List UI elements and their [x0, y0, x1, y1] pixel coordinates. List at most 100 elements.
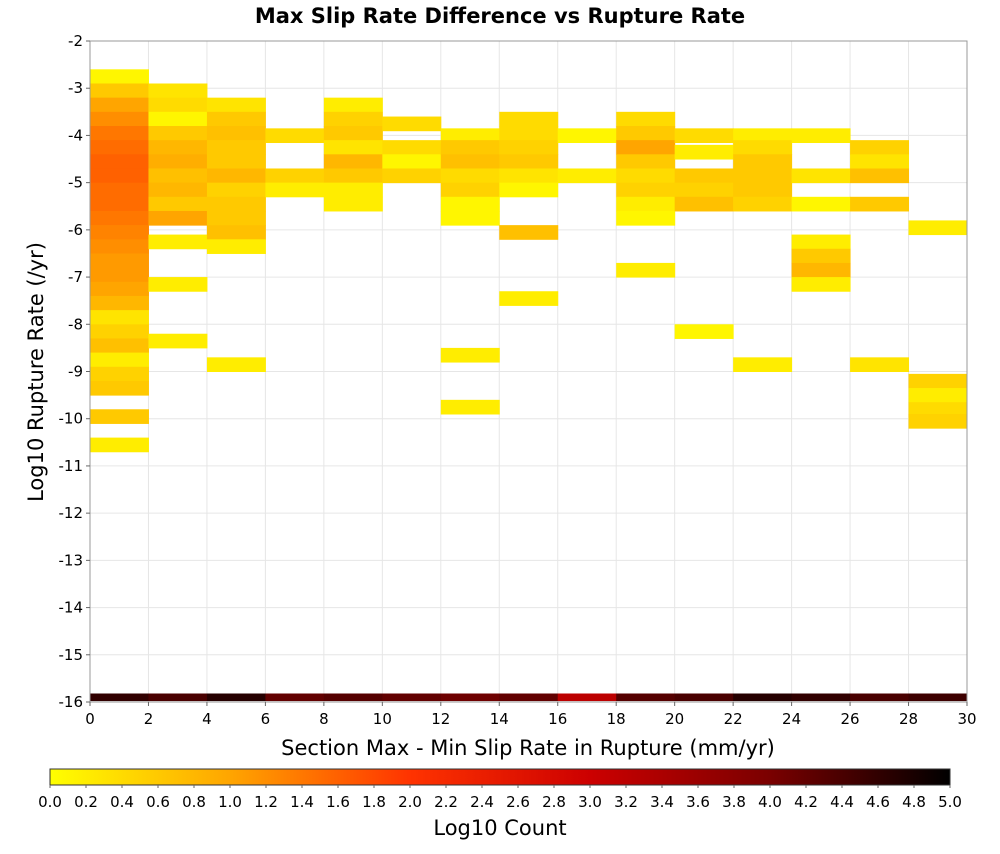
y-axis-label: Log10 Rupture Rate (/yr)	[24, 242, 48, 502]
heatmap-cell	[148, 140, 208, 155]
x-tick-label: 22	[724, 710, 743, 728]
heatmap-cell	[382, 140, 442, 155]
colorbar-tick-label: 4.4	[830, 793, 854, 811]
heatmap-cell	[440, 399, 500, 415]
heatmap-cell	[440, 182, 500, 198]
x-tick-label: 2	[144, 710, 154, 728]
heatmap-cell	[148, 97, 208, 113]
y-tick-label: -4	[68, 126, 83, 144]
heatmap-cell	[90, 154, 149, 169]
colorbar-label: Log10 Count	[433, 816, 566, 840]
heatmap-cell	[206, 693, 266, 702]
heatmap-cell	[148, 333, 208, 349]
heatmap-cell	[148, 234, 208, 250]
heatmap-cell	[206, 97, 266, 113]
heatmap-cell	[499, 140, 559, 155]
heatmap-cell	[850, 693, 910, 702]
heatmap-cell	[90, 239, 149, 254]
x-axis-label: Section Max - Min Slip Rate in Rupture (…	[281, 736, 775, 760]
heatmap-cell	[440, 140, 500, 155]
heatmap-cell	[908, 413, 968, 429]
heatmap-cell	[90, 69, 149, 84]
heatmap-cell	[90, 196, 149, 212]
heatmap-cell	[323, 168, 383, 184]
heatmap-cell	[90, 380, 149, 396]
x-tick-label: 8	[319, 710, 329, 728]
heatmap-cell	[908, 402, 968, 417]
heatmap-cell	[90, 281, 149, 297]
colorbar-tick-label: 0.0	[38, 793, 62, 811]
x-tick-label: 20	[665, 710, 684, 728]
heatmap-cell	[323, 182, 383, 198]
heatmap-cell	[440, 210, 500, 226]
heatmap-cell	[148, 111, 208, 127]
y-tick-label: -10	[59, 410, 84, 428]
y-tick-label: -15	[59, 646, 84, 664]
heatmap-cell	[791, 168, 851, 184]
heatmap-cell	[265, 168, 325, 184]
heatmap-cell	[733, 182, 793, 198]
heatmap-cell	[90, 140, 149, 155]
colorbar-tick-label: 4.2	[794, 793, 818, 811]
heatmap-cell	[850, 357, 910, 372]
heatmap-cell	[733, 168, 793, 184]
heatmap-cell	[616, 111, 676, 127]
heatmap-cell	[616, 210, 676, 226]
colorbar-tick-label: 3.8	[722, 793, 746, 811]
heatmap-cell	[791, 196, 851, 212]
y-tick-label: -11	[59, 457, 84, 475]
y-tick-label: -9	[68, 363, 83, 381]
colorbar-tick-label: 1.4	[290, 793, 314, 811]
y-axis-ticks: -2 -3 -4 -5 -6 -7 -8 -9 -10 -11 -12 -13 -14 -15 -16	[59, 32, 90, 711]
heatmap-cell	[616, 182, 676, 198]
x-tick-label: 6	[261, 710, 271, 728]
heatmap-cell	[674, 324, 734, 339]
y-tick-label: -13	[59, 551, 84, 569]
heatmap-cell	[206, 125, 266, 141]
heatmap-cell	[440, 154, 500, 169]
colorbar-tick-label: 4.8	[902, 793, 926, 811]
heatmap-cell	[499, 693, 559, 702]
heatmap-cell	[382, 168, 442, 184]
heatmap-cell	[908, 220, 968, 236]
heatmap-cell	[616, 262, 676, 278]
heatmap-cell	[733, 693, 793, 702]
x-tick-label: 12	[431, 710, 450, 728]
colorbar-tick-label: 4.6	[866, 793, 890, 811]
heatmap-cell	[616, 693, 676, 702]
heatmap-cell	[791, 128, 851, 144]
heatmap-cell	[148, 83, 208, 99]
heatmap-cell	[440, 693, 500, 702]
heatmap-cell	[499, 291, 559, 306]
y-tick-label: -16	[59, 693, 84, 711]
heatmap-cell	[499, 225, 559, 240]
heatmap-cell	[674, 168, 734, 184]
colorbar-tick-label: 1.2	[254, 793, 278, 811]
heatmap-cell	[90, 338, 149, 354]
heatmap-cell	[90, 267, 149, 283]
heatmap-cell	[733, 357, 793, 372]
heatmap-cell	[90, 352, 149, 368]
y-tick-label: -12	[59, 504, 84, 522]
heatmap-cell	[90, 409, 149, 424]
x-tick-label: 18	[607, 710, 626, 728]
colorbar-tick-label: 2.4	[470, 793, 494, 811]
heatmap-cell	[908, 373, 968, 389]
heatmap-cell	[382, 116, 442, 132]
heatmap-cell	[616, 196, 676, 212]
heatmap-cell	[90, 182, 149, 198]
y-tick-label: -7	[68, 268, 83, 286]
x-axis-ticks: 0 2 4 6 8 10 12 14 16 18 20 22 24 26 28 30	[85, 702, 977, 728]
y-tick-label: -14	[59, 599, 84, 617]
heatmap-cell	[791, 277, 851, 292]
heatmap-cell	[733, 154, 793, 169]
heatmap-cell	[265, 693, 325, 702]
heatmap-cell	[323, 140, 383, 155]
heatmap-cell	[90, 693, 149, 702]
heatmap-cell	[908, 388, 968, 403]
heatmap-cell	[440, 347, 500, 363]
heatmap-cell	[90, 168, 149, 184]
colorbar-tick-label: 3.4	[650, 793, 674, 811]
colorbar-tick-label: 2.0	[398, 793, 422, 811]
heatmap-cell	[791, 693, 851, 702]
